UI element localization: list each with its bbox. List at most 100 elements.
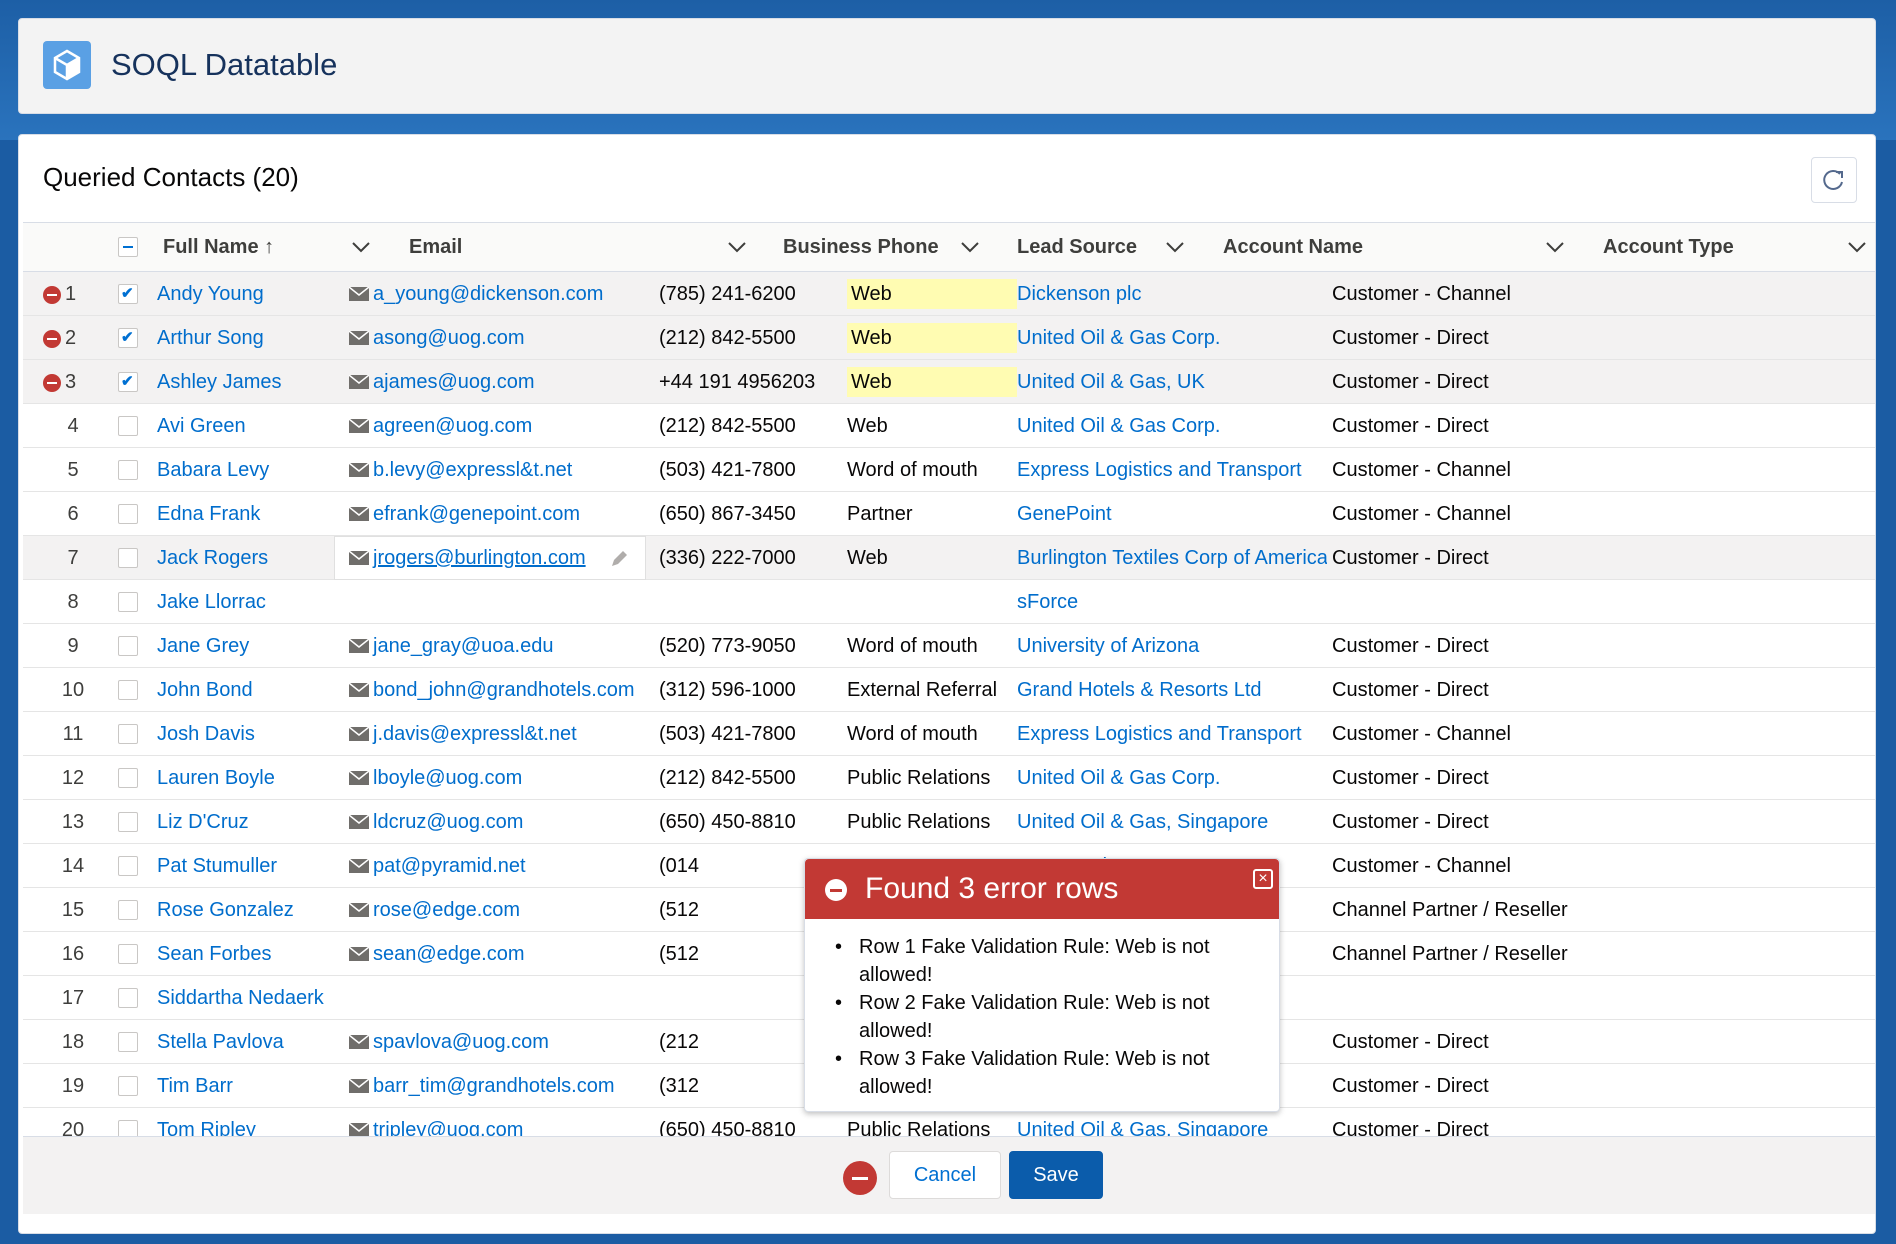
column-header-account-type[interactable]: Account Type — [1603, 236, 1734, 258]
row-checkbox[interactable] — [118, 1032, 138, 1052]
full-name-link[interactable]: Jack Rogers — [157, 547, 269, 569]
account-name-link[interactable]: GenePoint — [1017, 503, 1112, 525]
table-row[interactable]: 1 ✔ Andy Young a_young@dickenson.com (785) 2… — [23, 272, 1875, 316]
email-link[interactable]: lboyle@uog.com — [373, 767, 523, 789]
full-name-link[interactable]: Avi Green — [157, 415, 246, 437]
table-row[interactable]: 5 Babara Levy b.levy@expressl&t.net (503) 4… — [23, 448, 1875, 492]
email-link[interactable]: a_young@dickenson.com — [373, 283, 604, 305]
full-name-link[interactable]: Pat Stumuller — [157, 855, 278, 877]
account-name-link[interactable]: Dickenson plc — [1017, 283, 1142, 305]
table-row[interactable]: 13 Liz D'Cruz ldcruz@uog.com (650) 450-8810… — [23, 800, 1875, 844]
row-checkbox[interactable] — [118, 416, 138, 436]
account-name-link[interactable]: sForce — [1017, 591, 1079, 613]
full-name-link[interactable]: Stella Pavlova — [157, 1031, 284, 1053]
email-link[interactable]: agreen@uog.com — [373, 415, 533, 437]
column-header-account-name[interactable]: Account Name — [1223, 236, 1364, 258]
email-link[interactable]: jane_gray@uoa.edu — [373, 635, 554, 657]
row-checkbox[interactable] — [118, 768, 138, 788]
row-checkbox[interactable] — [118, 724, 138, 744]
row-checkbox[interactable] — [118, 856, 138, 876]
table-row[interactable]: 2 ✔ Arthur Song asong@uog.com (212) 842-5500… — [23, 316, 1875, 360]
lead-source-cell-error[interactable]: Web — [847, 360, 1017, 404]
row-error-icon[interactable] — [43, 374, 61, 392]
email-link[interactable]: pat@pyramid.net — [373, 855, 526, 877]
row-checkbox[interactable] — [118, 944, 138, 964]
cancel-button[interactable]: Cancel — [889, 1151, 1001, 1199]
refresh-button[interactable] — [1811, 157, 1857, 203]
email-link[interactable]: b.levy@expressl&t.net — [373, 459, 573, 481]
close-icon[interactable]: × — [1253, 869, 1273, 889]
account-name-link[interactable]: United Oil & Gas, Singapore — [1017, 1119, 1269, 1136]
full-name-link[interactable]: Sean Forbes — [157, 943, 272, 965]
row-checkbox[interactable] — [118, 1120, 138, 1136]
row-checkbox[interactable] — [118, 636, 138, 656]
account-name-link[interactable]: United Oil & Gas Corp. — [1017, 767, 1221, 789]
save-button[interactable]: Save — [1009, 1151, 1103, 1199]
full-name-link[interactable]: Rose Gonzalez — [157, 899, 294, 921]
chevron-down-icon[interactable] — [1163, 223, 1187, 271]
table-row[interactable]: 10 John Bond bond_john@grandhotels.com (312… — [23, 668, 1875, 712]
row-error-icon[interactable] — [43, 286, 61, 304]
full-name-link[interactable]: Tom Ripley — [157, 1119, 256, 1136]
email-link[interactable]: j.davis@expressl&t.net — [373, 723, 577, 745]
full-name-link[interactable]: Jake Llorrac — [157, 591, 266, 613]
row-checkbox[interactable]: ✔ — [118, 328, 138, 348]
table-row[interactable]: 3 ✔ Ashley James ajames@uog.com +44 191 4956… — [23, 360, 1875, 404]
account-name-link[interactable]: United Oil & Gas, UK — [1017, 371, 1205, 393]
row-checkbox[interactable] — [118, 504, 138, 524]
table-row[interactable]: 7 Jack Rogers jrogers@burlington.com (336) … — [23, 536, 1875, 580]
email-link[interactable]: sean@edge.com — [373, 943, 525, 965]
table-row[interactable]: 12 Lauren Boyle lboyle@uog.com (212) 842-55… — [23, 756, 1875, 800]
pencil-icon[interactable] — [609, 549, 629, 569]
table-row[interactable]: 20 Tom Ripley tripley@uog.com (650) 450-881… — [23, 1108, 1875, 1136]
row-checkbox[interactable]: ✔ — [118, 372, 138, 392]
chevron-down-icon[interactable] — [1543, 223, 1567, 271]
row-error-icon[interactable] — [43, 330, 61, 348]
email-link[interactable]: bond_john@grandhotels.com — [373, 679, 635, 701]
full-name-link[interactable]: Ashley James — [157, 371, 282, 393]
row-checkbox[interactable]: ✔ — [118, 284, 138, 304]
row-checkbox[interactable] — [118, 1076, 138, 1096]
table-row[interactable]: 6 Edna Frank efrank@genepoint.com (650) 867… — [23, 492, 1875, 536]
email-link[interactable]: jrogers@burlington.com — [373, 547, 586, 569]
email-link[interactable]: barr_tim@grandhotels.com — [373, 1075, 615, 1097]
chevron-down-icon[interactable] — [349, 223, 373, 271]
row-checkbox[interactable] — [118, 460, 138, 480]
account-name-link[interactable]: Express Logistics and Transport — [1017, 723, 1302, 745]
full-name-link[interactable]: Josh Davis — [157, 723, 255, 745]
select-all-checkbox[interactable] — [118, 237, 138, 257]
column-header-business-phone[interactable]: Business Phone — [783, 236, 939, 258]
row-checkbox[interactable] — [118, 812, 138, 832]
account-name-link[interactable]: United Oil & Gas Corp. — [1017, 415, 1221, 437]
row-checkbox[interactable] — [118, 592, 138, 612]
full-name-link[interactable]: Jane Grey — [157, 635, 250, 657]
account-name-link[interactable]: Burlington Textiles Corp of America — [1017, 547, 1327, 569]
email-link[interactable]: ldcruz@uog.com — [373, 811, 524, 833]
full-name-link[interactable]: Arthur Song — [157, 327, 264, 349]
chevron-down-icon[interactable] — [1845, 223, 1869, 271]
account-name-link[interactable]: United Oil & Gas, Singapore — [1017, 811, 1269, 833]
full-name-link[interactable]: Siddartha Nedaerk — [157, 987, 324, 1009]
email-link[interactable]: ajames@uog.com — [373, 371, 535, 393]
full-name-link[interactable]: Liz D'Cruz — [157, 811, 249, 833]
full-name-link[interactable]: Tim Barr — [157, 1075, 233, 1097]
row-checkbox[interactable] — [118, 548, 138, 568]
error-toggle-icon[interactable] — [843, 1161, 877, 1195]
email-link[interactable]: rose@edge.com — [373, 899, 521, 921]
full-name-link[interactable]: Andy Young — [157, 283, 264, 305]
column-header-full-name[interactable]: Full Name ↑ — [163, 223, 274, 271]
full-name-link[interactable]: Edna Frank — [157, 503, 261, 525]
account-name-link[interactable]: Express Logistics and Transport — [1017, 459, 1302, 481]
chevron-down-icon[interactable] — [725, 223, 749, 271]
email-link[interactable]: efrank@genepoint.com — [373, 503, 581, 525]
full-name-link[interactable]: John Bond — [157, 679, 253, 701]
account-name-link[interactable]: United Oil & Gas Corp. — [1017, 327, 1221, 349]
row-checkbox[interactable] — [118, 988, 138, 1008]
column-header-lead-source[interactable]: Lead Source — [1017, 236, 1138, 258]
full-name-link[interactable]: Lauren Boyle — [157, 767, 275, 789]
chevron-down-icon[interactable] — [958, 223, 982, 271]
lead-source-cell-error[interactable]: Web — [847, 316, 1017, 360]
table-row[interactable]: 8 Jake Llorrac sForce — [23, 580, 1875, 624]
email-link[interactable]: tripley@uog.com — [373, 1119, 524, 1136]
account-name-link[interactable]: University of Arizona — [1017, 635, 1200, 657]
